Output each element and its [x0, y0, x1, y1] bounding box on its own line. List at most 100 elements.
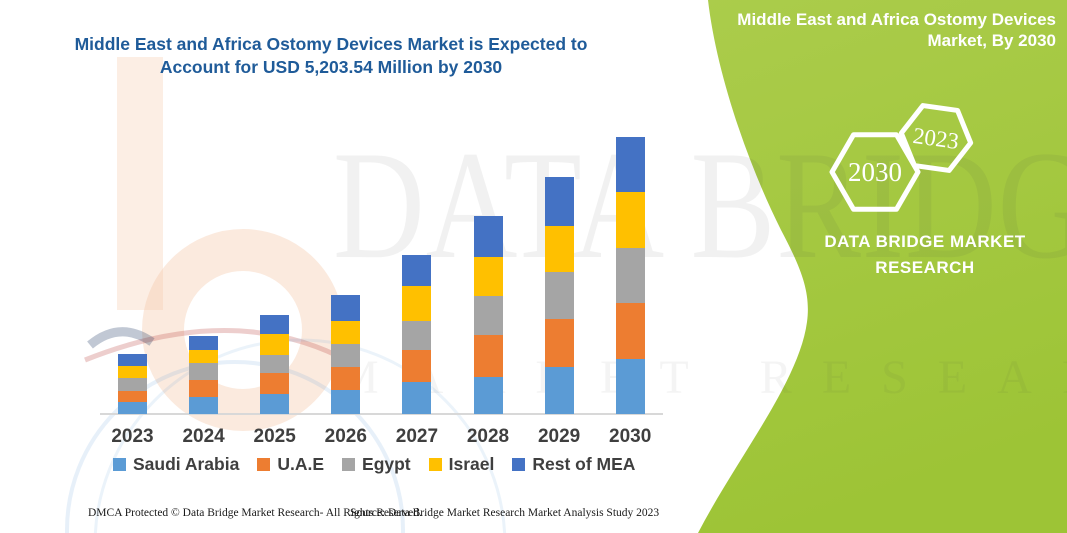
- bar-segment-rest-of-mea: [402, 255, 432, 287]
- x-axis-label-2030: 2030: [609, 426, 652, 447]
- brand-text: DATA BRIDGE MARKET RESEARCH: [775, 229, 1067, 281]
- bar-segment-saudi-arabia: [331, 390, 361, 414]
- bar-segment-israel: [402, 286, 432, 321]
- hexagon-2023-outline: [898, 103, 974, 173]
- hexagon-2023-label: 2023: [911, 123, 960, 154]
- bar-segment-saudi-arabia: [189, 397, 219, 414]
- legend: Saudi Arabia U.A.E Egypt Israel Rest of MEA: [113, 454, 635, 475]
- panel-title-line2: Market, By 2030: [927, 31, 1056, 50]
- legend-swatch-icon: [512, 458, 526, 471]
- bar-segment-israel: [260, 333, 290, 355]
- bar-segment-israel: [331, 320, 361, 345]
- bar-segment-rest-of-mea: [615, 136, 645, 193]
- bar-segment-rest-of-mea: [544, 176, 574, 226]
- x-axis-label-2027: 2027: [395, 426, 439, 447]
- bar-segment-saudi-arabia: [615, 358, 645, 414]
- bar-segment-saudi-arabia: [260, 394, 290, 414]
- logo-blue-arc: [65, 360, 405, 533]
- x-axis-line: [100, 413, 663, 415]
- legend-label: Saudi Arabia: [133, 454, 240, 474]
- logo-b-stem: [117, 57, 163, 310]
- brand-line2: RESEARCH: [875, 258, 975, 277]
- legend-item: Israel: [428, 454, 495, 475]
- legend-label: Israel: [448, 454, 495, 474]
- legend-label: Egypt: [362, 454, 411, 474]
- bar-segment-saudi-arabia: [544, 367, 574, 414]
- bar-2030: [615, 136, 645, 414]
- chart-title: Middle East and Africa Ostomy Devices Ma…: [41, 33, 621, 79]
- footer-copyright: DMCA Protected © Data Bridge Market Rese…: [88, 507, 422, 519]
- x-axis-label-2026: 2026: [324, 426, 367, 447]
- bar-segment-israel: [615, 192, 645, 248]
- x-axis-label-2029: 2029: [537, 426, 581, 447]
- legend-item: Rest of MEA: [512, 454, 635, 475]
- bar-segment-egypt: [402, 320, 432, 350]
- panel-title-line1: Middle East and Africa Ostomy Devices: [737, 10, 1056, 29]
- bar-segment-rest-of-mea: [473, 216, 503, 258]
- brand-line1: DATA BRIDGE MARKET: [824, 232, 1026, 251]
- legend-label: U.A.E: [277, 454, 325, 474]
- bar-segment-rest-of-mea: [118, 353, 147, 367]
- bar-segment-rest-of-mea: [331, 295, 361, 321]
- bar-segment-israel: [473, 257, 503, 297]
- chart-title-line1: Middle East and Africa Ostomy Devices Ma…: [74, 34, 588, 54]
- hexagon-2030-label: 2030: [848, 157, 902, 187]
- bar-2026: [331, 295, 361, 414]
- bar-2029: [544, 176, 574, 414]
- bar-segment-u-a-e: [615, 303, 645, 359]
- bar-segment-u-a-e: [544, 319, 574, 368]
- legend-item: Egypt: [342, 454, 411, 475]
- logo-navy-swoosh: [87, 327, 155, 349]
- bar-segment-israel: [118, 366, 147, 378]
- legend-swatch-icon: [428, 458, 442, 471]
- legend-item: Saudi Arabia: [113, 454, 239, 475]
- bar-segment-u-a-e: [189, 380, 219, 397]
- bar-segment-saudi-arabia: [473, 377, 503, 414]
- bar-2028: [473, 216, 503, 414]
- legend-swatch-icon: [257, 458, 271, 471]
- logo-red-swoosh: [84, 328, 352, 365]
- legend-item: U.A.E: [257, 454, 324, 475]
- bar-2024: [189, 336, 219, 414]
- bar-2023: [118, 353, 147, 414]
- bar-2025: [260, 315, 290, 414]
- bar-segment-egypt: [189, 363, 219, 381]
- bar-segment-egypt: [118, 377, 147, 391]
- footer-source: Source: Data Bridge Market Research Mark…: [350, 507, 660, 519]
- bar-segment-u-a-e: [118, 390, 147, 403]
- bar-segment-rest-of-mea: [189, 336, 219, 351]
- bar-segment-israel: [544, 225, 574, 273]
- legend-swatch-icon: [113, 458, 126, 471]
- legend-label: Rest of MEA: [532, 454, 636, 474]
- bar-segment-u-a-e: [473, 335, 503, 378]
- hexagon-2023: 2023: [898, 103, 974, 173]
- bar-segment-rest-of-mea: [260, 315, 290, 334]
- x-axis-label-2028: 2028: [466, 426, 510, 447]
- x-axis-label-2024: 2024: [182, 426, 225, 447]
- logo-b-bowl: [142, 229, 344, 431]
- bar-segment-egypt: [473, 296, 503, 336]
- bar-segment-israel: [189, 350, 219, 364]
- bar-segment-egypt: [331, 344, 361, 368]
- bar-segment-egypt: [260, 354, 290, 374]
- bar-segment-u-a-e: [331, 367, 361, 390]
- panel-title: Middle East and Africa Ostomy Devices Ma…: [716, 9, 1056, 51]
- bar-segment-u-a-e: [260, 373, 290, 395]
- logo-blue-arc-2: [93, 338, 507, 533]
- x-axis-label-2025: 2025: [253, 426, 296, 447]
- hexagon-2030: 2030: [829, 132, 921, 212]
- bar-segment-saudi-arabia: [402, 381, 432, 414]
- chart-title-line2: Account for USD 5,203.54 Million by 2030: [159, 57, 503, 77]
- hexagon-2030-outline: [829, 132, 921, 212]
- watermark-text-databridge: DATA BRIDGE: [333, 119, 1067, 291]
- x-axis-label-2023: 2023: [111, 426, 154, 447]
- watermark-text-marketresearch: MARKET RESEARCH: [336, 351, 1067, 404]
- bar-segment-saudi-arabia: [118, 402, 147, 414]
- bar-2027: [402, 255, 432, 414]
- bar-segment-egypt: [544, 272, 574, 320]
